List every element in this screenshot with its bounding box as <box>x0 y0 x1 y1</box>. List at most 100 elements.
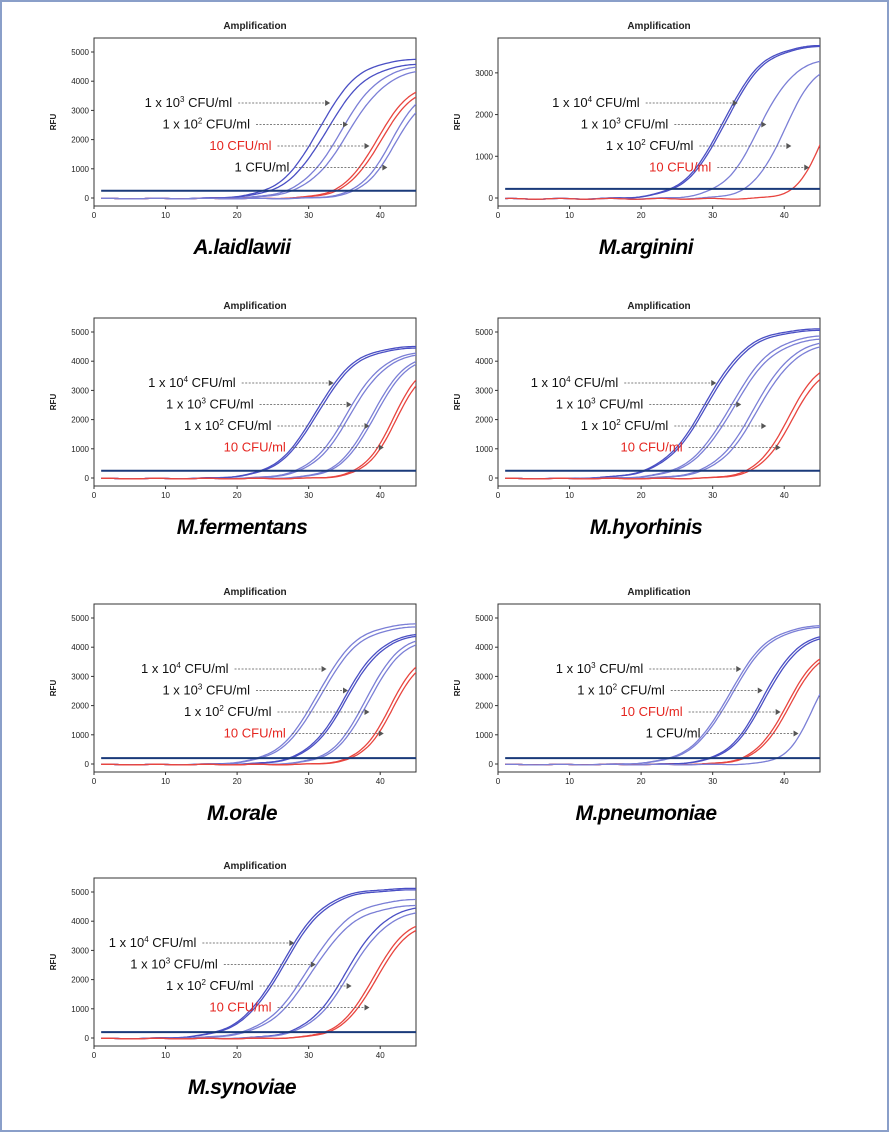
plot-area <box>93 877 417 1047</box>
x-tick-label: 40 <box>780 491 789 500</box>
annotation-label: 10 CFU/ml <box>649 160 711 175</box>
arrow-head <box>736 666 742 672</box>
x-tick-label: 40 <box>376 211 385 220</box>
amplification-curve <box>505 379 820 480</box>
plot-area <box>93 317 417 487</box>
arrow-head <box>289 940 295 946</box>
y-axis-label: RFU <box>49 394 58 411</box>
x-tick-label: 30 <box>708 777 717 786</box>
chart-title: Amplification <box>223 301 286 312</box>
arrow-head <box>325 100 331 106</box>
y-tick-label: 2000 <box>71 702 89 711</box>
arrow-head <box>378 730 384 737</box>
y-axis-label: RFU <box>453 114 462 131</box>
arrow-head <box>328 380 334 386</box>
species-caption: A.laidlawii <box>193 236 291 259</box>
y-tick-label: 4000 <box>71 357 89 366</box>
y-tick-label: 4000 <box>71 917 89 926</box>
x-tick-label: 0 <box>92 1051 97 1060</box>
arrow-head <box>346 983 352 989</box>
x-axis-label: Cycles <box>242 505 268 506</box>
y-axis-label: RFU <box>453 394 462 411</box>
species-caption: M.synoviae <box>187 1076 297 1099</box>
x-tick-label: 10 <box>161 777 170 786</box>
annotation-label: 1 x 104 CFU/ml <box>141 661 229 676</box>
arrow-head <box>711 380 717 386</box>
arrow-head <box>378 444 384 451</box>
arrow-head <box>793 730 799 737</box>
annotation-label: 10 CFU/ml <box>209 1000 271 1015</box>
y-tick-label: 0 <box>85 760 90 769</box>
y-tick-label: 5000 <box>475 614 493 623</box>
y-tick-label: 1000 <box>475 445 493 454</box>
annotation-label: 10 CFU/ml <box>224 726 286 741</box>
y-tick-label: 5000 <box>71 614 89 623</box>
annotation-label: 10 CFU/ml <box>224 440 286 455</box>
y-tick-label: 4000 <box>475 357 493 366</box>
annotation-label: 10 CFU/ml <box>621 440 683 455</box>
y-tick-label: 5000 <box>475 328 493 337</box>
y-tick-label: 1000 <box>71 165 89 174</box>
y-tick-label: 2000 <box>71 136 89 145</box>
amplification-chart: Amplification 0 1000 2000 3000 4000 5000 0 10 20 3… <box>453 301 821 514</box>
annotation-label: 1 x 104 CFU/ml <box>531 375 619 390</box>
chart-title: Amplification <box>627 587 690 598</box>
x-tick-label: 0 <box>496 491 501 500</box>
chart-panel-m-orale: Amplification 0 1000 2000 3000 4000 5000 0 10 20 3… <box>42 580 442 832</box>
annotation-label: 1 CFU/ml <box>234 160 289 175</box>
y-tick-label: 3000 <box>71 386 89 395</box>
y-tick-label: 2000 <box>475 416 493 425</box>
x-axis-label: Cycles <box>646 505 672 506</box>
annotation-label: 1 x 103 CFU/ml <box>162 683 250 698</box>
arrow-head <box>732 100 738 106</box>
y-axis-label: RFU <box>49 954 58 971</box>
arrow-head <box>321 666 327 672</box>
y-axis-label: RFU <box>49 114 58 131</box>
annotation-label: 1 x 102 CFU/ml <box>184 418 272 433</box>
x-tick-label: 20 <box>637 491 646 500</box>
species-caption: M.pneumoniae <box>575 802 717 825</box>
y-tick-label: 3000 <box>475 386 493 395</box>
y-tick-label: 0 <box>85 194 90 203</box>
plot-area <box>497 317 821 487</box>
amplification-chart: Amplification 0 1000 2000 3000 4000 5000 0 10 20 3… <box>49 301 417 514</box>
x-tick-label: 20 <box>233 1051 242 1060</box>
x-tick-label: 30 <box>304 1051 313 1060</box>
y-tick-label: 5000 <box>71 328 89 337</box>
amplification-chart: Amplification 0 1000 2000 3000 4000 5000 0 10 20 3… <box>49 861 417 1074</box>
x-tick-label: 30 <box>304 491 313 500</box>
arrow-head <box>757 687 763 694</box>
x-tick-label: 0 <box>496 777 501 786</box>
annotation-label: 1 x 102 CFU/ml <box>162 117 250 132</box>
y-tick-label: 3000 <box>475 69 493 78</box>
y-axis-label: RFU <box>453 680 462 697</box>
species-caption: M.fermentans <box>176 516 308 539</box>
y-tick-label: 1000 <box>71 731 89 740</box>
arrow-head <box>382 164 388 171</box>
arrow-head <box>804 164 810 171</box>
y-tick-label: 2000 <box>71 976 89 985</box>
y-tick-label: 3000 <box>71 672 89 681</box>
x-tick-label: 40 <box>376 491 385 500</box>
chart-panel-a-laidlawii: Amplification 0 1000 2000 3000 4000 5000 0 10 20 3… <box>42 14 442 266</box>
arrow-head <box>364 423 370 429</box>
x-tick-label: 0 <box>92 777 97 786</box>
x-axis-label: Cycles <box>242 1065 268 1066</box>
x-tick-label: 30 <box>708 211 717 220</box>
amplification-chart: Amplification 0 1000 2000 3000 4000 5000 0 10 20 3… <box>49 21 417 234</box>
y-tick-label: 1000 <box>71 1005 89 1014</box>
plot-area <box>497 603 821 773</box>
x-tick-label: 20 <box>233 211 242 220</box>
amplification-curve <box>101 112 416 200</box>
annotation-label: 1 x 103 CFU/ml <box>166 397 254 412</box>
annotation-label: 1 x 102 CFU/ml <box>581 418 669 433</box>
x-axis-label: Cycles <box>242 791 268 792</box>
x-tick-label: 10 <box>161 1051 170 1060</box>
annotation-label: 1 x 102 CFU/ml <box>184 704 272 719</box>
y-tick-label: 3000 <box>71 946 89 955</box>
annotation-label: 1 x 104 CFU/ml <box>148 375 236 390</box>
y-axis-label: RFU <box>49 680 58 697</box>
arrow-head <box>786 143 792 149</box>
y-tick-label: 3000 <box>71 106 89 115</box>
